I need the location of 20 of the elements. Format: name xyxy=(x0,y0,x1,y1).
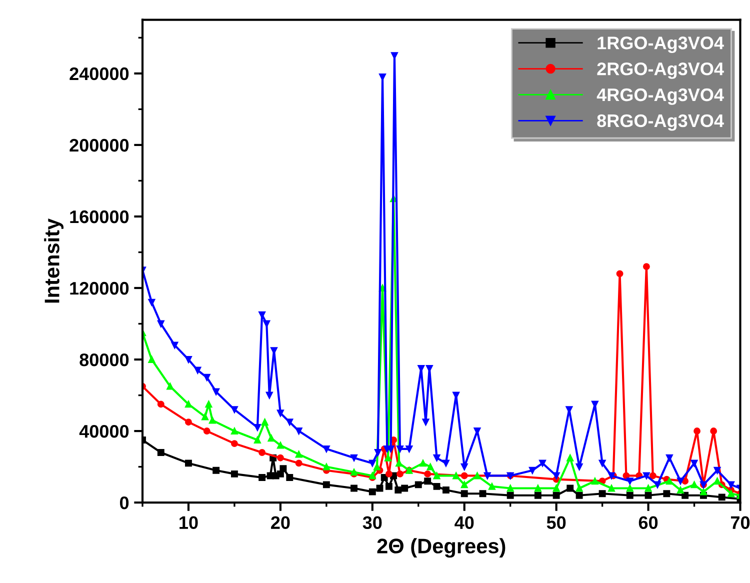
legend-label: 1RGO-Ag3VO4 xyxy=(598,36,724,53)
x-tick-label: 40 xyxy=(454,516,474,530)
y-tick-label: 80000 xyxy=(80,353,129,366)
y-axis-title: Intensity xyxy=(44,218,64,303)
x-tick-label: 50 xyxy=(546,516,566,530)
y-tick-label: 40000 xyxy=(79,424,129,438)
x-tick-label: 20 xyxy=(271,516,290,530)
x-axis-title: 2Θ (Degrees) xyxy=(377,538,506,558)
x-tick-label: 70 xyxy=(730,516,750,530)
legend-label: 4RGO-Ag3VO4 xyxy=(596,88,724,105)
x-tick-label: 10 xyxy=(180,516,198,530)
y-tick-label: 0 xyxy=(120,496,129,510)
y-tick-label: 160000 xyxy=(70,210,129,224)
legend-label: 8RGO-Ag3VO4 xyxy=(597,114,724,131)
legend-label: 2RGO-Ag3VO4 xyxy=(597,62,724,79)
y-tick-label: 200000 xyxy=(70,138,129,152)
x-tick-label: 60 xyxy=(638,516,658,530)
y-tick-label: 240000 xyxy=(70,67,129,80)
y-tick-label: 120000 xyxy=(70,282,129,295)
x-tick-label: 30 xyxy=(362,516,382,530)
